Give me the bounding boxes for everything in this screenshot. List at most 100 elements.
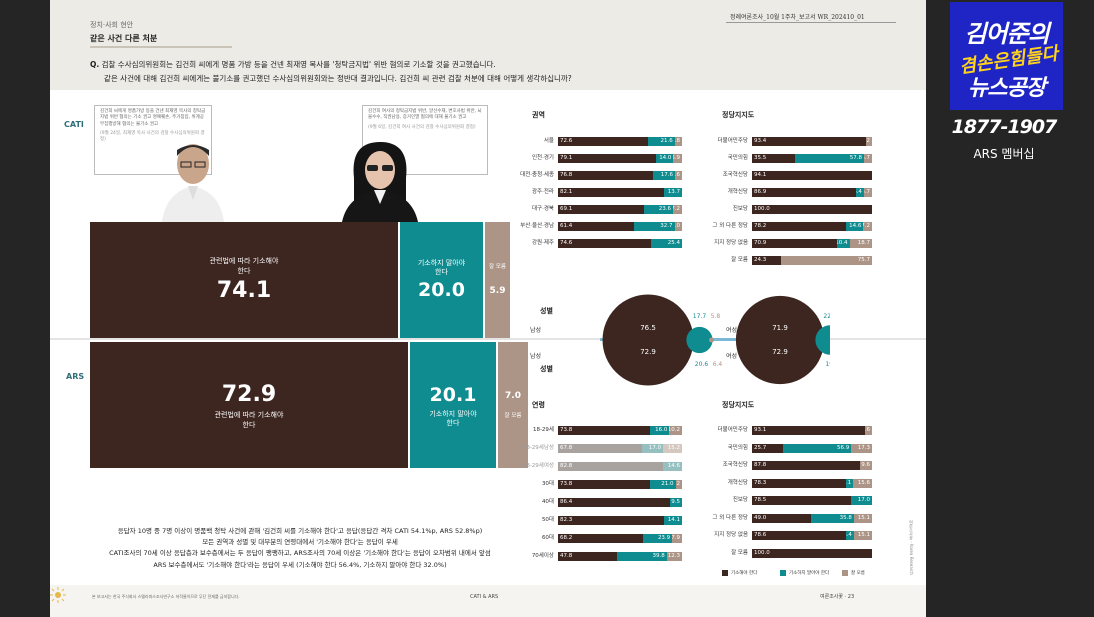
bar-value-label: 100.0 xyxy=(754,206,770,212)
bar-category-label: 70세이상 xyxy=(531,553,554,559)
bar-row: 50대 82.3 14.1 xyxy=(542,516,682,525)
bar-track: 94.1 xyxy=(752,171,872,180)
bar-value-label: 78.6 xyxy=(754,532,767,538)
bar-value-label: 5.6 xyxy=(675,172,680,178)
bar-value-label: 69.1 xyxy=(560,206,573,212)
bar-category-label: 광주·전라 xyxy=(532,189,554,195)
bar-segment: 86.4 xyxy=(558,498,670,507)
party-top-title: 정당지지도 xyxy=(722,111,755,119)
title-rule xyxy=(90,46,232,48)
ars-no-indict-value: 20.1 xyxy=(429,383,477,406)
cati-label: CATI xyxy=(64,120,84,129)
bar-category-label: 더불어민주당 xyxy=(717,427,748,433)
bar-value-label: 7.2 xyxy=(863,223,870,229)
bar-value-label: 10.4 xyxy=(837,240,848,246)
bar-row: 부산·울산·경남 61.4 32.76.0 xyxy=(520,222,682,231)
bar-value-label: 93.1 xyxy=(754,427,767,433)
bar-row: 더불어민주당 93.4 5.2 xyxy=(718,137,872,146)
cati-ars-divider xyxy=(50,338,926,340)
cati-female-label: 여성 xyxy=(726,327,738,334)
cati-no-indict-bubble-label: 22.2 xyxy=(823,313,830,320)
ars-male-label: 남성 xyxy=(530,353,542,360)
man-photo xyxy=(162,144,224,222)
bar-value-label: 32.7 xyxy=(660,223,673,229)
bar-value-label: 6.1 xyxy=(846,479,852,486)
bar-segment: 16.0 xyxy=(649,426,670,435)
bar-category-label: 개혁신당 xyxy=(727,479,748,486)
bar-row: 개혁신당 86.9 6.46.7 xyxy=(728,188,872,197)
bar-category-label: 조국혁신당 xyxy=(722,172,748,178)
bar-track: 69.1 23.67.2 xyxy=(558,205,682,214)
bar-value-label: 16.0 xyxy=(655,427,668,433)
bar-value-label: 13.7 xyxy=(667,189,680,195)
bar-segment: 9.5 xyxy=(669,498,682,507)
ars-indict-label: 관련법에 따라 기소해야 한다 xyxy=(214,411,284,429)
bar-row: 18-29세 73.8 16.0 10.2 xyxy=(533,426,682,435)
bar-category-label: 대전·충청·세종 xyxy=(520,172,554,178)
bar-track: 79.1 14.06.9 xyxy=(558,154,682,163)
vertical-source: 여론조사꽃 - Korea Research xyxy=(909,520,914,575)
bar-value-label: 73.8 xyxy=(560,427,573,433)
ars-no-indict-bubble-label: 19.6 xyxy=(825,361,830,368)
bar-track: 47.8 39.8 12.3 xyxy=(558,552,682,561)
bar-segment: 74.6 xyxy=(558,239,651,248)
bar-value-label: 17.0 xyxy=(857,497,870,503)
bar-value-label: 7.9 xyxy=(672,535,680,541)
bar-row: 30대 73.8 21.05.2 xyxy=(542,480,682,489)
ars-indict-bubble-label: 72.9 xyxy=(772,348,788,356)
bar-value-label: 23.9 xyxy=(657,535,671,541)
bar-track: 68.2 23.9 7.9 xyxy=(558,534,682,543)
bar-value-label: 6.9 xyxy=(673,155,680,161)
bar-track: 25.7 56.9 17.3 xyxy=(752,443,872,453)
bar-category-label: 18-29세 xyxy=(532,427,554,433)
bar-track: 78.5 17.0 xyxy=(752,496,872,505)
bar-segment: 10.4 xyxy=(837,239,850,248)
bar-segment: 86.9 xyxy=(752,188,857,197)
bar-segment: 82.8 xyxy=(558,462,664,471)
bar-segment: 6.9 xyxy=(673,154,682,163)
bar-row: 지지 정당 없음 70.9 10.4 18.7 xyxy=(714,239,872,248)
bar-segment: 61.4 xyxy=(558,222,635,231)
legend-unknown: 잘 모름 xyxy=(842,570,865,576)
bar-segment: 14.6 xyxy=(845,222,864,231)
bar-segment: 9.6 xyxy=(860,461,872,470)
bar-value-label: 15.1 xyxy=(857,532,870,538)
bar-segment: 82.1 xyxy=(558,188,665,197)
bar-segment: 6.7 xyxy=(863,188,872,197)
bar-segment: 39.8 xyxy=(617,552,667,561)
bar-row: 그 외 다른 정당 49.0 35.8 15.1 xyxy=(712,513,872,523)
bar-segment: 15.6 xyxy=(853,478,872,488)
sun-icon xyxy=(50,587,66,603)
bar-track: 86.4 9.5 xyxy=(558,498,682,507)
bar-segment: 78.5 xyxy=(752,496,851,505)
summary-line-1: 응답자 10명 중 7명 이상이 명품백 청탁 사건에 관해 '김건희 씨를 기… xyxy=(117,527,483,535)
question-prefix: Q. xyxy=(90,60,100,69)
page-title: 같은 사건 다른 처분 xyxy=(90,34,158,43)
bar-row: 광주·전라 82.1 13.7 xyxy=(532,188,682,197)
bar-value-label: 82.8 xyxy=(560,463,573,469)
question-line-1: Q. 검찰 수사심의위원회는 김건희 씨에게 명품 가방 등을 건넨 최재영 목… xyxy=(90,59,496,70)
bar-track: 78.3 6.1 15.6 xyxy=(752,478,872,488)
bar-row: 조국혁신당 87.8 9.6 xyxy=(723,461,872,470)
bar-value-label: 21.0 xyxy=(661,481,674,487)
bar-value-label: 17.0 xyxy=(648,445,662,451)
bar-value-label: 5.8 xyxy=(674,138,680,144)
summary-line-3: CATI조사의 70세 이상 응답층과 보수층에서는 두 응답이 팽팽하고, A… xyxy=(109,549,491,558)
bar-category-label: 18-29세여성 xyxy=(522,463,554,469)
legend-swatch-no-indict xyxy=(780,570,786,576)
bar-track: 35.5 57.86.7 xyxy=(752,154,872,163)
bar-segment: 70.9 xyxy=(752,239,838,248)
bar-row: 인천·경기 79.1 14.06.9 xyxy=(532,154,682,163)
bar-segment: 17.0 xyxy=(850,496,872,505)
ars-label: ARS xyxy=(66,372,85,381)
bar-category-label: 대구·경북 xyxy=(532,206,554,212)
bar-track: 86.9 6.46.7 xyxy=(752,188,872,197)
legend-swatch-unknown xyxy=(842,570,848,576)
bar-value-label: 76.8 xyxy=(560,172,573,178)
bar-track: 67.8 17.0 15.2 xyxy=(558,444,682,453)
unknown-bubble xyxy=(708,337,714,343)
bar-segment: 15.1 xyxy=(853,531,872,540)
bar-segment: 5.6 xyxy=(675,171,682,180)
bar-track: 82.3 14.1 xyxy=(558,516,682,525)
bar-value-label: 9.6 xyxy=(861,462,870,468)
